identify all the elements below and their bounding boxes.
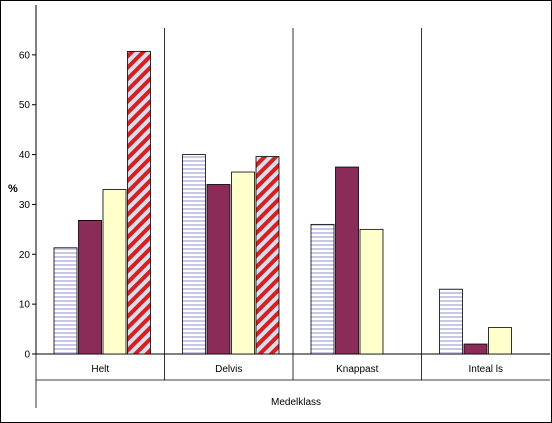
- bar-helt-0: [53, 247, 78, 355]
- y-tick-label: 40: [19, 150, 31, 161]
- bar-delvis-2: [231, 171, 255, 355]
- bar-delvis-0: [182, 154, 206, 355]
- bar-knappast-2: [359, 228, 384, 355]
- x-tick-label: Delvis: [215, 364, 242, 375]
- bar-knappast-0: [310, 223, 335, 355]
- x-tick-label: Knappast: [336, 364, 378, 375]
- bar-inteal-ls-2: [488, 327, 512, 355]
- bar-inteal-ls-1: [463, 343, 488, 355]
- y-tick-label: 20: [19, 250, 31, 261]
- y-tick-label: 50: [19, 100, 31, 111]
- bar-inteal-ls-0: [439, 288, 463, 355]
- y-tick-label: 60: [19, 50, 31, 61]
- bar-delvis-1: [206, 184, 231, 355]
- y-axis-label: %: [8, 183, 18, 195]
- x-tick-label: Helt: [91, 364, 109, 375]
- bar-delvis-3: [255, 156, 280, 355]
- bar-helt-2: [102, 189, 127, 355]
- x-tick-label: Inteal ls: [469, 364, 503, 375]
- y-tick-label: 0: [24, 350, 30, 361]
- x-axis-label: Medelklass: [271, 397, 321, 408]
- bar-knappast-1: [335, 166, 359, 355]
- y-tick-label: 30: [19, 200, 31, 211]
- bar-helt-1: [78, 219, 102, 355]
- y-tick-label: 10: [19, 300, 31, 311]
- bar-helt-3: [127, 50, 151, 355]
